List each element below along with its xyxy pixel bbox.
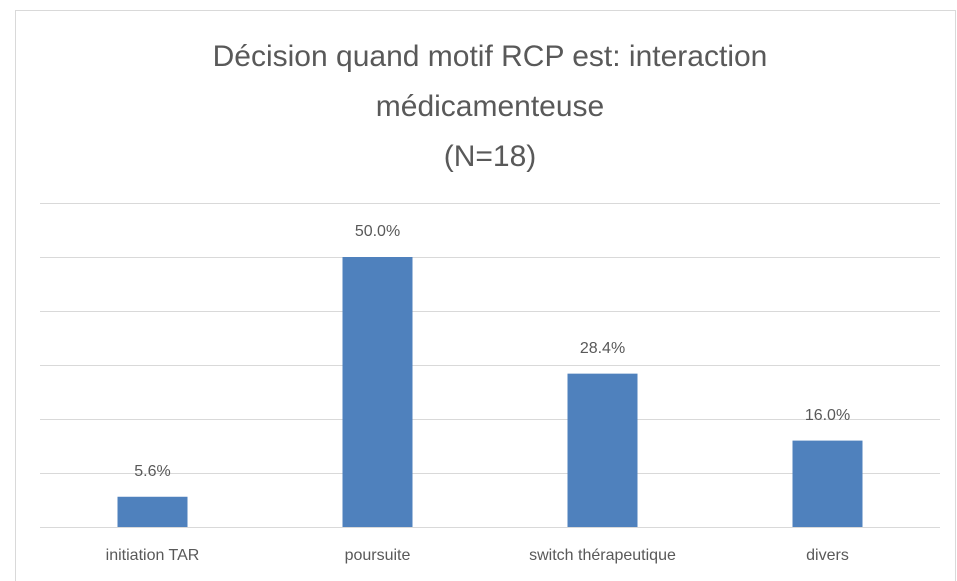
data-label: 28.4% (580, 340, 625, 357)
x-tick-label: poursuite (345, 547, 411, 564)
bar (792, 440, 863, 527)
data-label: 16.0% (805, 407, 850, 424)
bar (342, 257, 413, 527)
chart-title: Décision quand motif RCP est: interactio… (213, 40, 768, 73)
x-tick-label: initiation TAR (106, 547, 200, 564)
chart-subtitle: (N=18) (444, 140, 537, 173)
x-tick-label: switch thérapeutique (529, 547, 676, 564)
x-tick-label: divers (806, 547, 849, 564)
bar (117, 496, 188, 527)
data-label: 5.6% (134, 463, 170, 480)
bar (567, 373, 638, 527)
chart-title: médicamenteuse (376, 90, 604, 123)
data-label: 50.0% (355, 223, 400, 240)
